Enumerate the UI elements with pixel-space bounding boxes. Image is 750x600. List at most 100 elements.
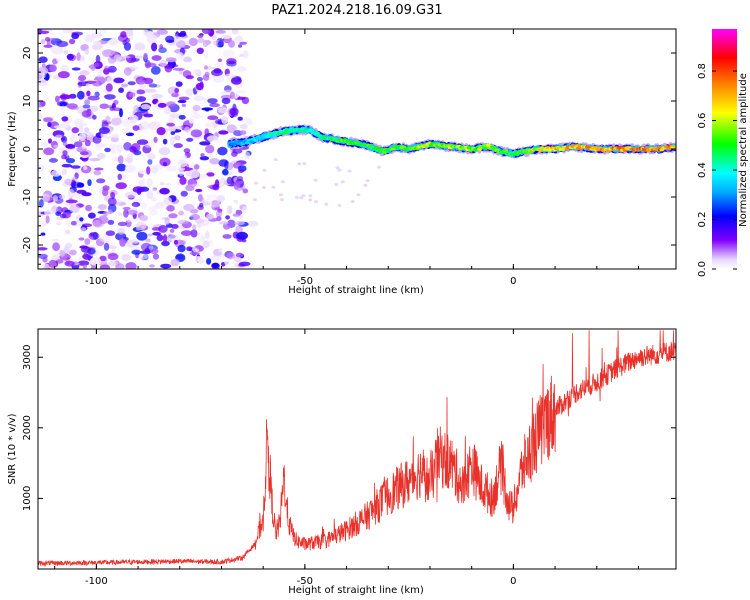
- noise-blob: [69, 134, 78, 143]
- noise-blob: [43, 117, 53, 123]
- spectrogram-ridge: [227, 124, 676, 159]
- noise-blob: [71, 67, 81, 71]
- noise-blob: [179, 240, 186, 246]
- noise-blob: [161, 240, 170, 247]
- noise-blob: [168, 213, 178, 219]
- noise-blob: [107, 56, 117, 64]
- noise-blob: [107, 219, 115, 225]
- noise-blob: [204, 121, 215, 128]
- noise-blob: [115, 182, 127, 190]
- noise-blob: [185, 75, 194, 80]
- noise-blob: [80, 246, 92, 253]
- noise-blob: [96, 74, 104, 78]
- noise-blob: [97, 204, 107, 210]
- noise-blob: [192, 248, 200, 253]
- y-tick-label: 1000: [22, 486, 33, 511]
- noise-blob: [150, 197, 158, 202]
- snr-x-label: Height of straight line (km): [288, 585, 424, 596]
- y-tick-label: 20: [22, 47, 33, 60]
- noise-blob: [38, 247, 48, 251]
- noise-blob: [89, 232, 95, 237]
- noise-blob: [143, 113, 154, 118]
- noise-blob: [97, 153, 106, 159]
- noise-blob: [213, 75, 225, 83]
- noise-blob: [62, 141, 68, 147]
- noise-blob: [136, 139, 149, 145]
- noise-blob: [164, 182, 171, 187]
- colorbar-label: Normalized spectral amplitude: [738, 73, 749, 227]
- noise-blob: [86, 90, 91, 97]
- noise-blob: [201, 107, 214, 111]
- noise-blob: [230, 77, 242, 85]
- noise-blob: [261, 186, 266, 189]
- noise-blob: [242, 206, 248, 214]
- noise-blob: [197, 38, 205, 43]
- noise-blob: [64, 242, 73, 249]
- noise-blob: [178, 96, 190, 101]
- ridge-cell: [503, 149, 509, 153]
- noise-blob: [212, 183, 220, 191]
- noise-blob: [73, 141, 83, 148]
- noise-blob: [233, 199, 239, 204]
- noise-blob: [152, 99, 158, 104]
- noise-blob: [150, 248, 159, 255]
- noise-blob: [67, 54, 77, 62]
- noise-blob: [297, 162, 302, 166]
- noise-blob: [72, 192, 84, 200]
- noise-blob: [207, 98, 218, 104]
- noise-blob: [220, 34, 232, 39]
- noise-blob: [80, 151, 89, 156]
- snr-frame: [37, 328, 677, 570]
- noise-blob: [143, 29, 149, 36]
- noise-blob: [48, 158, 58, 163]
- noise-blob: [195, 83, 204, 91]
- noise-blob: [64, 178, 73, 185]
- noise-blob: [183, 148, 191, 154]
- noise-blob: [119, 55, 131, 59]
- noise-blob: [238, 261, 251, 267]
- noise-blob: [169, 228, 175, 233]
- noise-blob: [337, 168, 342, 172]
- noise-blob: [237, 66, 247, 72]
- noise-blob: [204, 71, 210, 78]
- noise-blob: [217, 39, 224, 48]
- noise-blob: [40, 263, 51, 269]
- noise-blob: [294, 196, 299, 199]
- noise-blob: [191, 183, 201, 187]
- noise-blob: [184, 126, 190, 133]
- noise-blob: [125, 132, 135, 137]
- noise-blob: [177, 244, 186, 253]
- noise-blob: [76, 122, 88, 126]
- y-tick-label: 0: [22, 146, 33, 152]
- noise-blob: [91, 32, 103, 39]
- noise-blob: [182, 155, 187, 159]
- colorbar-gradient: [712, 29, 737, 269]
- noise-blob: [217, 58, 222, 63]
- noise-blob: [84, 127, 90, 133]
- noise-blob: [110, 117, 122, 126]
- noise-blob: [129, 146, 137, 153]
- noise-blob: [112, 133, 119, 139]
- noise-blob: [170, 136, 175, 145]
- noise-blob: [335, 166, 340, 170]
- noise-blob: [224, 261, 230, 265]
- noise-blob: [49, 64, 57, 72]
- noise-blob: [337, 204, 342, 207]
- colorbar-tick-label: 0.6: [697, 113, 708, 129]
- noise-blob: [121, 253, 132, 261]
- noise-blob: [48, 259, 58, 268]
- noise-blob: [78, 75, 87, 82]
- noise-blob: [84, 49, 90, 55]
- noise-blob: [214, 62, 224, 68]
- noise-blob: [237, 96, 246, 101]
- noise-blob: [71, 177, 78, 181]
- noise-blob: [123, 42, 132, 51]
- noise-blob: [134, 42, 146, 51]
- noise-blob: [164, 217, 170, 225]
- noise-blob: [82, 254, 91, 260]
- ridge-cell: [265, 135, 271, 139]
- noise-blob: [204, 128, 210, 137]
- noise-blob: [206, 172, 215, 177]
- noise-blob: [38, 112, 43, 121]
- noise-blob: [365, 179, 370, 183]
